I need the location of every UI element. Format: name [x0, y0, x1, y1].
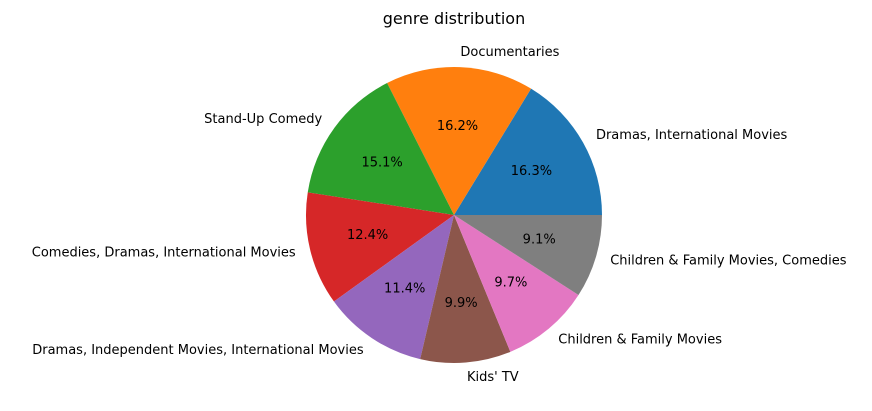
slice-category-label: Kids' TV: [467, 370, 519, 385]
chart-title: genre distribution: [383, 9, 525, 28]
slice-category-label: Children & Family Movies, Comedies: [610, 253, 847, 268]
pie-slice: [454, 215, 602, 296]
pie-slice: [454, 88, 602, 215]
pie-slice: [420, 215, 511, 363]
slice-category-label: Dramas, International Movies: [596, 128, 788, 143]
percentage-labels: 16.3% 16.2% 15.1% 12.4% 11.4% 9.9% 9.7% 9.1%: [347, 119, 556, 311]
slice-percent-label: 16.3%: [511, 164, 552, 179]
slice-percent-label: 9.1%: [523, 233, 556, 248]
pie-slices: [306, 67, 602, 363]
slice-category-label: Comedies, Dramas, International Movies: [32, 245, 296, 260]
slice-percent-label: 9.7%: [494, 276, 527, 291]
slice-percent-label: 11.4%: [384, 281, 425, 296]
pie-slice: [333, 215, 454, 360]
slice-percent-label: 9.9%: [445, 296, 478, 311]
slice-category-label: Documentaries: [460, 45, 559, 60]
pie-slice: [454, 215, 579, 352]
category-labels: Dramas, International Movies Documentarie…: [32, 45, 847, 385]
pie-slice: [306, 192, 454, 302]
slice-percent-label: 15.1%: [361, 155, 402, 170]
slice-category-label: Children & Family Movies: [558, 333, 722, 348]
pie-slice: [387, 67, 532, 216]
slice-percent-label: 12.4%: [347, 228, 388, 243]
slice-category-label: Stand-Up Comedy: [204, 112, 322, 127]
pie-slice: [307, 82, 454, 216]
slice-category-label: Dramas, Independent Movies, Internationa…: [32, 343, 364, 358]
slice-percent-label: 16.2%: [437, 119, 478, 134]
